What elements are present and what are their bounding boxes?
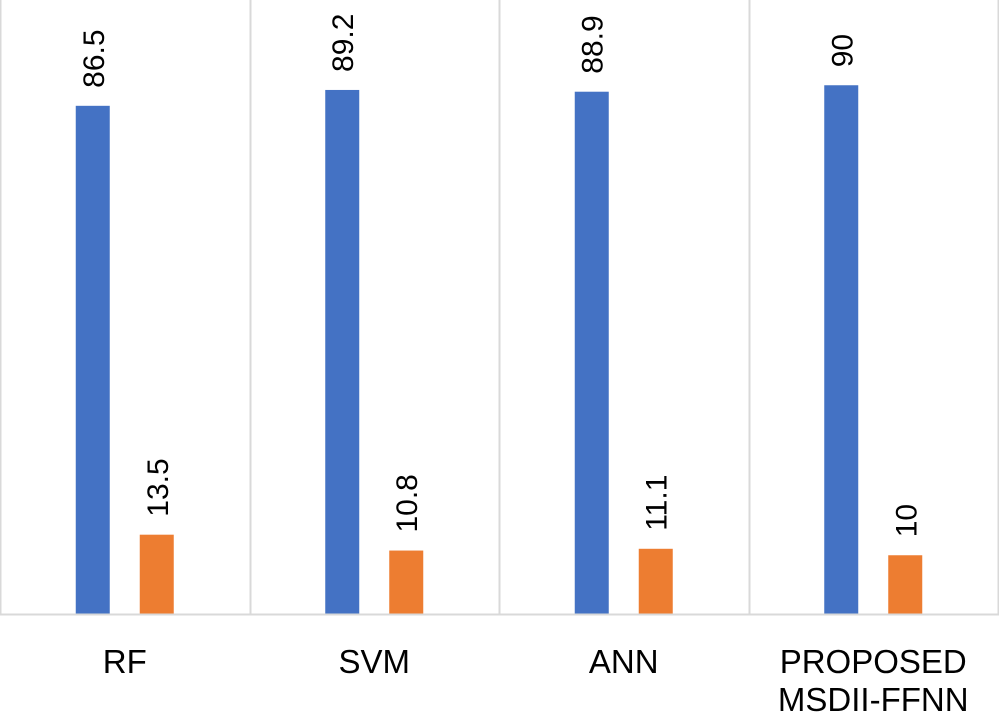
data-label: 86.5 [78,29,111,87]
data-label: 10 [890,504,923,537]
bar-series2 [139,534,174,614]
category-label: SVM [338,643,410,680]
category-label: PROPOSED [780,643,967,680]
data-label: 13.5 [142,458,175,516]
data-label: 90 [826,34,859,67]
data-label: 89.2 [327,14,360,72]
data-label: 88.9 [577,15,610,73]
value-labels-group: 86.5 13.5 89.2 10.8 88.9 11.1 90 10 [78,14,924,538]
bar-series2 [888,555,923,614]
bar-series1 [75,105,110,614]
data-label: 11.1 [641,475,674,531]
category-label: ANN [589,643,659,680]
category-label: RF [103,643,147,680]
bar-series1 [824,85,859,614]
data-label: 10.8 [391,474,424,532]
bar-series2 [638,548,673,614]
bar-series2 [389,550,424,614]
category-label: MSDII-FFNN [778,681,969,718]
bar-series1 [574,91,609,614]
bar-series1 [325,89,360,614]
bars-group [75,85,923,614]
